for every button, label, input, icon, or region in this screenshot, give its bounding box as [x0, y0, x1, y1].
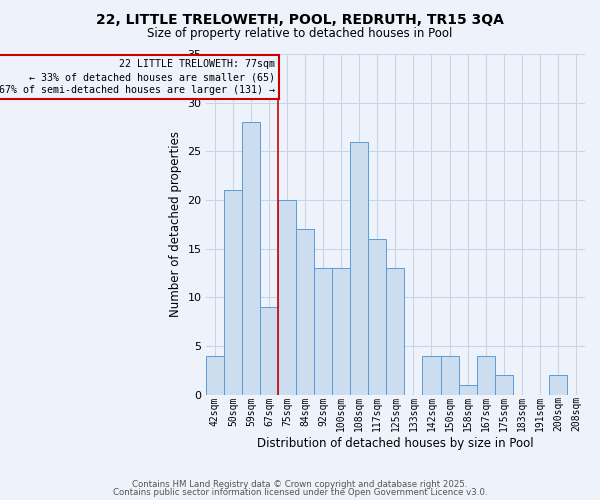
- Bar: [260, 307, 278, 395]
- Bar: [549, 376, 567, 395]
- Text: Contains HM Land Registry data © Crown copyright and database right 2025.: Contains HM Land Registry data © Crown c…: [132, 480, 468, 489]
- Bar: [206, 356, 224, 395]
- Text: 22, LITTLE TRELOWETH, POOL, REDRUTH, TR15 3QA: 22, LITTLE TRELOWETH, POOL, REDRUTH, TR1…: [96, 12, 504, 26]
- Bar: [242, 122, 260, 395]
- Bar: [495, 376, 513, 395]
- Y-axis label: Number of detached properties: Number of detached properties: [169, 132, 182, 318]
- Bar: [278, 200, 296, 395]
- Bar: [314, 268, 332, 395]
- Bar: [422, 356, 440, 395]
- Bar: [476, 356, 495, 395]
- X-axis label: Distribution of detached houses by size in Pool: Distribution of detached houses by size …: [257, 437, 533, 450]
- Bar: [368, 239, 386, 395]
- Text: Contains public sector information licensed under the Open Government Licence v3: Contains public sector information licen…: [113, 488, 487, 497]
- Bar: [224, 190, 242, 395]
- Bar: [458, 385, 476, 395]
- Bar: [386, 268, 404, 395]
- Bar: [440, 356, 458, 395]
- Text: Size of property relative to detached houses in Pool: Size of property relative to detached ho…: [148, 28, 452, 40]
- Bar: [350, 142, 368, 395]
- Bar: [332, 268, 350, 395]
- Text: 22 LITTLE TRELOWETH: 77sqm
← 33% of detached houses are smaller (65)
67% of semi: 22 LITTLE TRELOWETH: 77sqm ← 33% of deta…: [0, 59, 275, 96]
- Bar: [296, 230, 314, 395]
